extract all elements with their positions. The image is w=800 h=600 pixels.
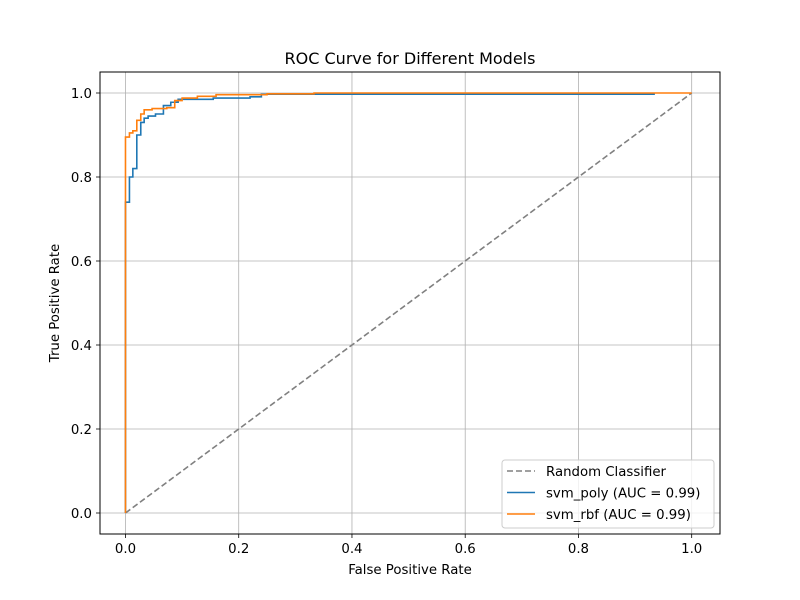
x-axis-label: False Positive Rate [348,563,472,578]
svm-rbf-line [124,92,692,513]
legend-label: Random Classifier [546,465,667,480]
legend-item-svm-rbf: svm_rbf (AUC = 0.99) [507,508,691,523]
tick-layer: 0.0 0.2 0.4 0.6 0.8 1.0 0.0 0.2 0.4 0.6 0.8 1.0 [71,87,702,557]
y-axis-label: True Positive Rate [48,244,63,363]
grid [100,72,720,534]
legend-items: Random Classifier svm_poly (AUC = 0.99) sv… [507,465,700,523]
plot-frame [99,71,721,535]
series-layer [124,92,693,514]
legend-label: svm_rbf (AUC = 0.99) [546,508,691,523]
svm-poly-line [124,93,655,513]
random-classifier-line [125,92,693,514]
y-tick-label: 1.0 [71,87,92,102]
x-tick-label: 0.0 [115,542,136,557]
x-tick-label: 0.6 [455,542,476,557]
legend-box [501,459,715,529]
legend: Random Classifier svm_poly (AUC = 0.99) sv… [501,459,715,529]
y-tick-label: 0.8 [71,171,92,186]
x-tick-label: 1.0 [681,542,702,557]
legend-item-svm-poly: svm_poly (AUC = 0.99) [507,487,700,502]
y-tick-label: 0.0 [71,507,92,522]
chart-title: ROC Curve for Different Models [285,49,536,68]
y-tick-label: 0.6 [71,255,92,270]
legend-label: svm_poly (AUC = 0.99) [546,487,700,502]
x-tick-label: 0.8 [568,542,589,557]
legend-item-random-classifier: Random Classifier [507,465,667,480]
x-tick-label: 0.4 [341,542,362,557]
y-tick-label: 0.2 [71,423,92,438]
x-tick-label: 0.2 [228,542,249,557]
y-tick-label: 0.4 [71,339,92,354]
